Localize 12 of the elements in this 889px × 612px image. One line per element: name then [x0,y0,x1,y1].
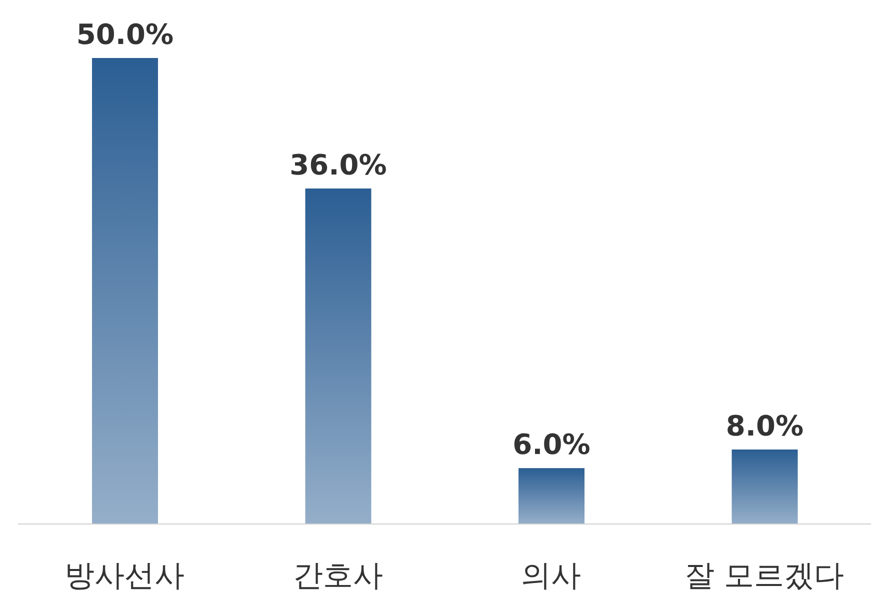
bar [732,449,798,524]
data-label: 50.0% [76,18,174,51]
bar [518,468,584,524]
x-tick-label: 의사 [521,558,582,594]
data-label: 36.0% [290,148,387,182]
data-label: 8.0% [726,409,804,442]
bar [305,188,372,524]
bar [92,58,158,524]
x-tick-label: 간호사 [292,558,383,594]
x-tick-label: 방사선사 [64,558,185,594]
x-tick-label: 잘 모르겠다 [684,558,844,594]
data-label: 6.0% [512,428,590,462]
